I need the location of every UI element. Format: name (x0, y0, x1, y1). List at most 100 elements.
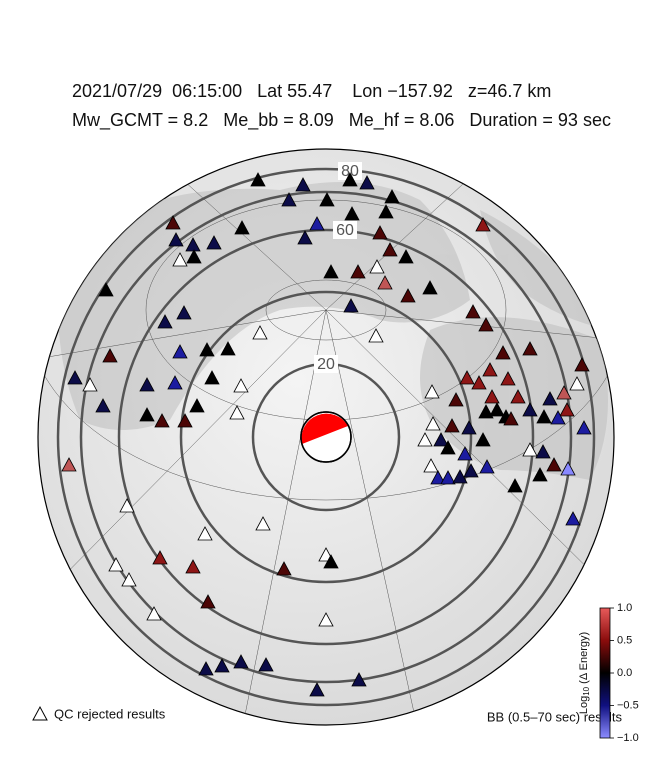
station (378, 204, 394, 219)
station (425, 416, 441, 431)
station (546, 457, 562, 472)
station (297, 230, 313, 245)
station (157, 314, 173, 329)
station (229, 405, 245, 420)
station (384, 189, 400, 204)
station (463, 463, 479, 478)
station (556, 385, 572, 400)
station (559, 402, 575, 417)
station (119, 498, 135, 513)
station (167, 375, 183, 390)
station (252, 325, 268, 340)
station (198, 661, 214, 676)
station (154, 413, 170, 428)
map: 20 60 80 (37, 148, 615, 726)
station (176, 305, 192, 320)
station (206, 235, 222, 250)
ring-label: 80 (341, 163, 359, 180)
qc-legend-label: QC rejected results (54, 706, 166, 721)
station (550, 410, 566, 425)
colorbar-title: Log10 (Δ Energy) (578, 632, 591, 714)
station (440, 440, 456, 455)
station (478, 317, 494, 332)
station (102, 348, 118, 363)
station (168, 232, 184, 247)
station (424, 384, 440, 399)
station (172, 252, 188, 267)
station (459, 370, 475, 385)
station (444, 418, 460, 433)
station (98, 282, 114, 297)
station (276, 561, 292, 576)
station (542, 391, 558, 406)
station (343, 298, 359, 313)
stations (61, 172, 592, 697)
station (489, 402, 505, 417)
station (146, 606, 162, 621)
station (377, 275, 393, 290)
station (323, 554, 339, 569)
station (398, 249, 414, 264)
station (139, 407, 155, 422)
station (475, 432, 491, 447)
station (457, 446, 473, 461)
station (295, 177, 311, 192)
station (422, 280, 438, 295)
station (95, 398, 111, 413)
station (522, 402, 538, 417)
station (255, 516, 271, 531)
ring-label-bg (338, 162, 362, 180)
station (532, 467, 548, 482)
station (495, 345, 511, 360)
station (189, 398, 205, 413)
station (452, 469, 468, 484)
station (344, 206, 360, 221)
station (318, 612, 334, 627)
station (569, 376, 585, 391)
station (197, 526, 213, 541)
station (67, 370, 83, 385)
colorbar-ramp (599, 607, 611, 739)
station (500, 371, 516, 386)
station (503, 411, 519, 426)
colorbar-tick-label: 0.5 (617, 634, 632, 646)
station (342, 172, 358, 187)
station (448, 392, 464, 407)
colorbar-tick-label: 0.0 (617, 667, 632, 679)
station (478, 404, 494, 419)
beachball (300, 411, 352, 463)
station (233, 654, 249, 669)
station (522, 341, 538, 356)
station (417, 432, 433, 447)
station (465, 304, 481, 319)
qc-legend-symbol (32, 705, 48, 721)
station (258, 657, 274, 672)
station (233, 378, 249, 393)
station (165, 215, 181, 230)
station (214, 658, 230, 673)
station (234, 220, 250, 235)
station (121, 572, 137, 587)
colorbar-tick-label: −0.5 (617, 699, 639, 711)
station (177, 413, 193, 428)
station (61, 457, 77, 472)
station (200, 594, 216, 609)
distance-rings (56, 167, 596, 707)
station (204, 370, 220, 385)
station (350, 264, 366, 279)
station (507, 478, 523, 493)
ring-label-bg (314, 355, 338, 373)
station (423, 458, 439, 473)
station (368, 328, 384, 343)
station (185, 237, 201, 252)
station (574, 357, 590, 372)
station (430, 470, 446, 485)
colorbar-tick-label: −1.0 (617, 732, 639, 744)
station (522, 442, 538, 457)
station (536, 409, 552, 424)
station (479, 459, 495, 474)
station (433, 432, 449, 447)
station (461, 420, 477, 435)
station (560, 461, 576, 476)
colorbar-title-sub: 10 (582, 686, 591, 695)
